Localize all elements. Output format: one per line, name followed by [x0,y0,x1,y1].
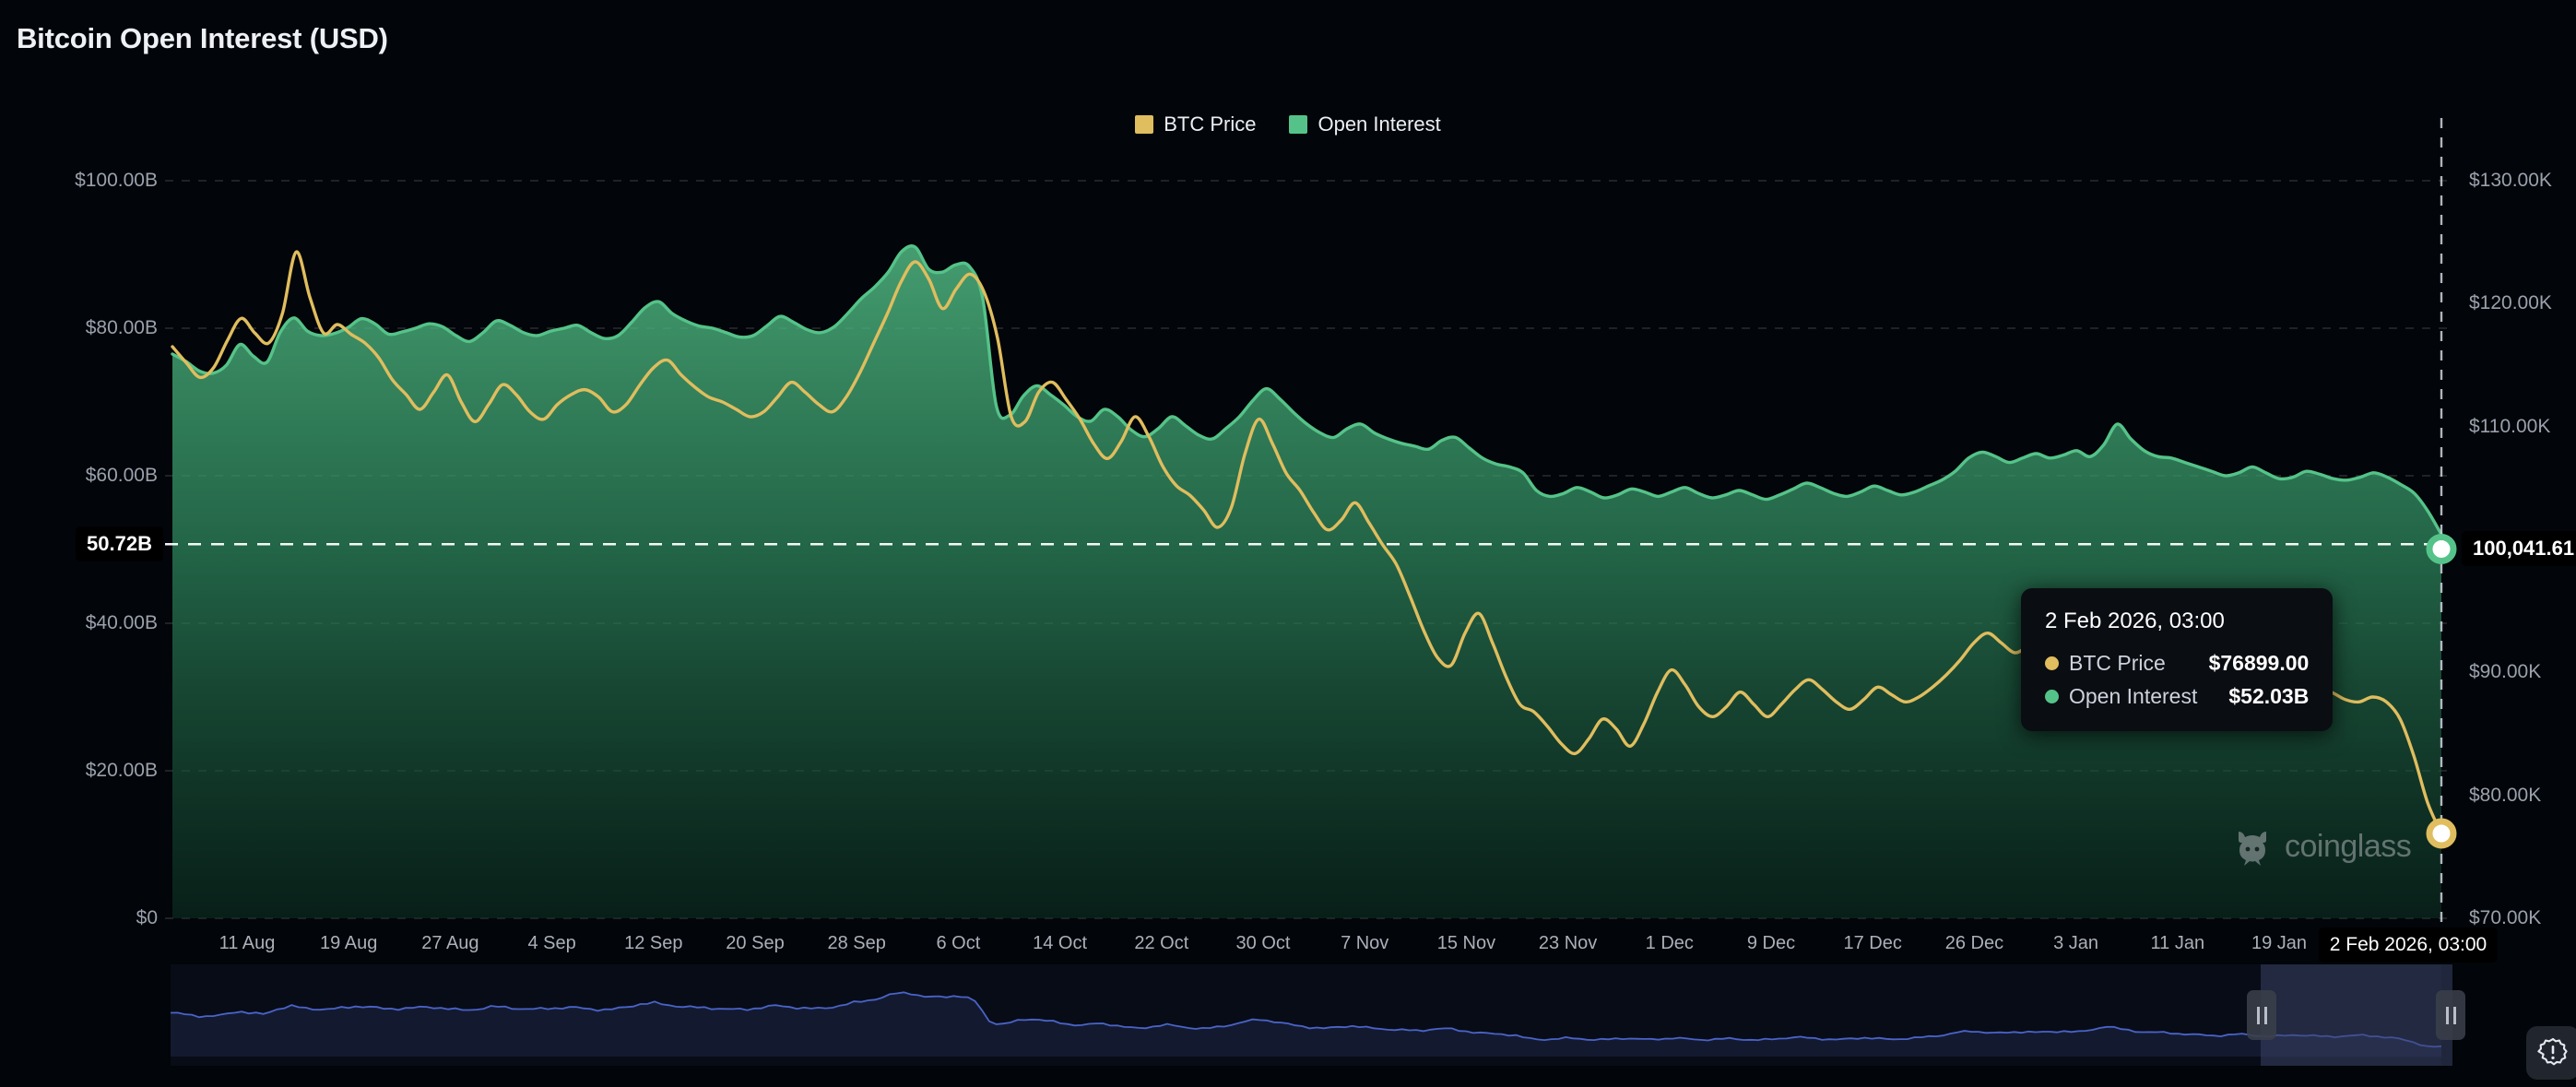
watermark-text: coinglass [2285,828,2412,864]
x-axis-tick: 6 Oct [936,933,981,953]
legend-item-open-interest[interactable]: Open Interest [1289,112,1441,136]
x-axis-tick: 1 Dec [1645,933,1694,953]
chart-range-navigator[interactable] [0,964,2576,1066]
y-axis-left-tick: $20.00B [85,760,158,781]
coinglass-watermark: coinglass [2231,825,2412,868]
series-btc-price [171,250,2443,835]
x-axis-tick: 15 Nov [1436,933,1496,953]
square-swatch-icon [1289,115,1308,134]
drag-handle-icon [2263,1006,2267,1024]
chart-cursor-markers [2426,533,2457,849]
page-title: Bitcoin Open Interest (USD) [17,22,388,54]
x-axis-tick: 4 Sep [527,933,576,953]
series-open-interest [171,244,2443,918]
chart-gridlines [165,180,2451,919]
tooltip-series-value: $52.03B [2228,684,2310,708]
x-axis-tick: 20 Sep [726,933,785,953]
x-axis-tick: 7 Nov [1341,933,1389,953]
x-axis-tick: 14 Oct [1033,933,1088,953]
series-dot-icon [2045,690,2059,703]
y-axis-right-tick: $70.00K [2469,907,2542,928]
y-axis-left-tick: $100.00B [75,170,158,191]
x-axis-tick: 11 Aug [219,933,276,953]
drag-handle-icon [2445,1006,2449,1024]
y-axis-right-tick: $110.00K [2469,415,2551,437]
y-axis-left-cursor-value: 50.72B [76,526,163,562]
x-axis-tick: 30 Oct [1235,933,1291,953]
y-axis-right-tick: $130.00K [2469,170,2552,191]
y-axis-right-cursor-value: 100,041.61 [2462,531,2576,567]
tooltip-series-name: BTC Price [2069,651,2166,675]
x-axis-tick: 27 Aug [421,933,479,953]
square-swatch-icon [1135,115,1154,134]
navigator-selection-region[interactable] [2261,964,2452,1066]
chart-legend: BTC Price Open Interest [0,112,2576,136]
x-axis-tick: 19 Jan [2251,933,2308,953]
chart-tooltip: 2 Feb 2026, 03:00 BTC Price $76899.00 Op… [2021,588,2334,731]
y-axis-left-tick: $80.00B [85,317,158,338]
x-axis-cursor-label: 2 Feb 2026, 03:00 [2318,927,2499,963]
y-axis-right-tick: $120.00K [2469,292,2552,314]
x-axis-tick: 22 Oct [1134,933,1189,953]
x-axis-tick: 28 Sep [827,933,886,953]
y-axis-left-tick: $60.00B [85,465,158,486]
drag-handle-icon [2256,1006,2260,1024]
tooltip-series-value: $76899.00 [2208,651,2310,675]
legend-item-btc-price[interactable]: BTC Price [1135,112,1256,136]
legend-item-label: Open Interest [1318,112,1441,136]
alert-badge-icon [2537,1037,2568,1066]
y-axis-right-tick: $90.00K [2469,661,2542,683]
navigator-left-handle[interactable] [2247,990,2276,1040]
x-axis-tick: 9 Dec [1746,933,1796,953]
x-axis-tick: 26 Dec [1944,933,2004,953]
coinglass-bull-logo-icon [2239,832,2266,866]
x-axis-tick: 19 Aug [320,933,378,953]
y-axis-left-tick: $0 [136,907,158,928]
x-axis-tick: 12 Sep [624,933,683,953]
tooltip-series-name: Open Interest [2069,684,2198,708]
navigator-canvas [170,964,2452,1066]
alert-badge-button[interactable] [2526,1026,2576,1080]
drag-handle-icon [2452,1006,2456,1024]
x-axis-tick: 23 Nov [1538,933,1598,953]
x-axis-tick: 17 Dec [1843,933,1902,953]
y-axis-right-tick: $80.00K [2469,784,2542,806]
navigator-right-handle[interactable] [2436,990,2465,1040]
tooltip-date: 2 Feb 2026, 03:00 [2045,608,2225,633]
tooltip-row-open-interest: Open Interest $52.03B [2045,684,2309,709]
series-dot-icon [2045,656,2059,670]
tooltip-row-btc-price: BTC Price $76899.00 [2045,651,2309,676]
legend-item-label: BTC Price [1164,112,1257,136]
y-axis-left-tick: $40.00B [85,612,158,633]
x-axis-tick: 11 Jan [2150,933,2205,953]
chart-crosshair [165,118,2452,931]
x-axis-tick: 3 Jan [2053,933,2099,953]
